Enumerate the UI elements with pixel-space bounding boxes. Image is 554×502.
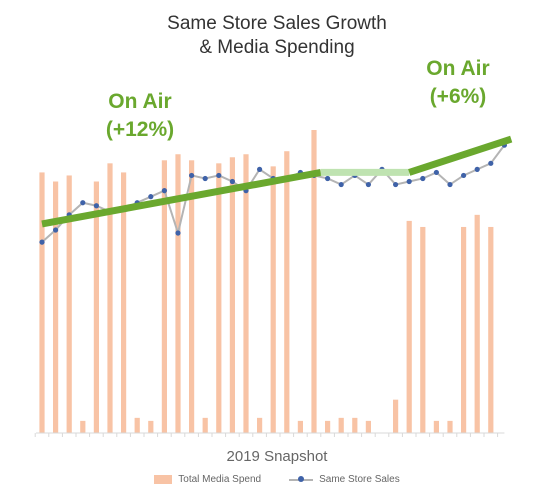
bar-media-spend bbox=[107, 163, 113, 433]
bar-media-spend bbox=[80, 420, 86, 433]
bar-media-spend bbox=[338, 417, 344, 433]
bar-media-spend bbox=[433, 420, 439, 433]
chart-title-line-1: Same Store Sales Growth bbox=[167, 13, 387, 34]
bar-media-spend bbox=[66, 175, 72, 433]
point-same-store-sales bbox=[365, 181, 371, 188]
bar-media-spend bbox=[461, 226, 467, 433]
annotation-on-air-1-line-2: (+12%) bbox=[106, 118, 174, 141]
point-same-store-sales bbox=[461, 172, 467, 179]
point-same-store-sales bbox=[148, 194, 154, 200]
chart-title: Same Store Sales Growth & Media Spending bbox=[0, 12, 554, 60]
point-same-store-sales bbox=[161, 188, 167, 194]
bar-media-spend bbox=[39, 172, 45, 434]
point-same-store-sales bbox=[93, 203, 99, 209]
point-same-store-sales bbox=[420, 175, 426, 182]
bar-media-spend bbox=[257, 417, 263, 433]
point-same-store-sales bbox=[393, 181, 399, 188]
bar-media-spend bbox=[93, 181, 99, 433]
point-same-store-sales bbox=[229, 178, 235, 185]
bar-media-spend bbox=[202, 417, 208, 433]
annotation-on-air-1-line-1: On Air bbox=[108, 90, 171, 113]
bar-media-spend bbox=[148, 420, 154, 433]
point-same-store-sales bbox=[433, 169, 439, 176]
legend-label-same-store-sales: Same Store Sales bbox=[319, 474, 400, 485]
point-same-store-sales bbox=[474, 166, 480, 172]
x-axis-label: 2019 Snapshot bbox=[226, 448, 328, 465]
bar-media-spend bbox=[189, 160, 195, 434]
point-same-store-sales bbox=[325, 175, 331, 182]
legend-swatch-bar bbox=[154, 475, 173, 484]
point-same-store-sales bbox=[216, 172, 222, 179]
bar-media-spend bbox=[488, 226, 494, 433]
trend-line-on-air-1 bbox=[41, 168, 322, 228]
bar-media-spend bbox=[352, 417, 358, 433]
bar-media-spend bbox=[243, 154, 249, 434]
trend-line-on-air-2 bbox=[408, 135, 513, 176]
annotation-on-air-2-line-1: On Air bbox=[426, 57, 489, 80]
point-same-store-sales bbox=[53, 227, 59, 233]
legend-item-media-spend: Total Media Spend bbox=[154, 474, 261, 485]
bar-media-spend bbox=[121, 172, 127, 434]
bar-media-spend bbox=[284, 151, 290, 433]
bar-media-spend bbox=[161, 160, 167, 434]
legend-label-media-spend: Total Media Spend bbox=[178, 474, 262, 485]
point-same-store-sales bbox=[39, 239, 45, 245]
bar-media-spend bbox=[406, 220, 412, 433]
bar-media-spend bbox=[134, 417, 140, 433]
point-same-store-sales bbox=[175, 230, 181, 236]
bar-media-spend bbox=[270, 166, 276, 434]
point-same-store-sales bbox=[257, 166, 263, 172]
bar-media-spend bbox=[447, 420, 453, 433]
point-same-store-sales bbox=[80, 200, 86, 206]
bar-media-spend bbox=[297, 420, 303, 433]
point-same-store-sales bbox=[189, 172, 195, 179]
point-same-store-sales bbox=[447, 181, 453, 188]
chart-title-line-2: & Media Spending bbox=[199, 37, 355, 58]
bar-media-spend bbox=[420, 226, 426, 433]
legend: Total Media Spend Same Store Sales bbox=[0, 474, 554, 485]
point-same-store-sales bbox=[338, 181, 344, 188]
bar-media-spend bbox=[365, 420, 371, 433]
bar-media-spend bbox=[311, 130, 317, 433]
bar-media-spend bbox=[216, 163, 222, 433]
bar-media-spend bbox=[175, 154, 181, 434]
bar-media-spend bbox=[229, 157, 235, 433]
point-same-store-sales bbox=[488, 160, 494, 166]
bar-media-spend bbox=[325, 420, 331, 433]
bar-media-spend bbox=[393, 399, 399, 433]
bar-media-spend bbox=[53, 181, 59, 433]
point-same-store-sales bbox=[406, 178, 412, 185]
legend-swatch-line bbox=[289, 475, 314, 484]
annotation-on-air-2-line-2: (+6%) bbox=[430, 85, 487, 108]
point-same-store-sales bbox=[202, 175, 208, 182]
bar-media-spend bbox=[474, 214, 480, 433]
legend-item-same-store-sales: Same Store Sales bbox=[289, 474, 400, 485]
